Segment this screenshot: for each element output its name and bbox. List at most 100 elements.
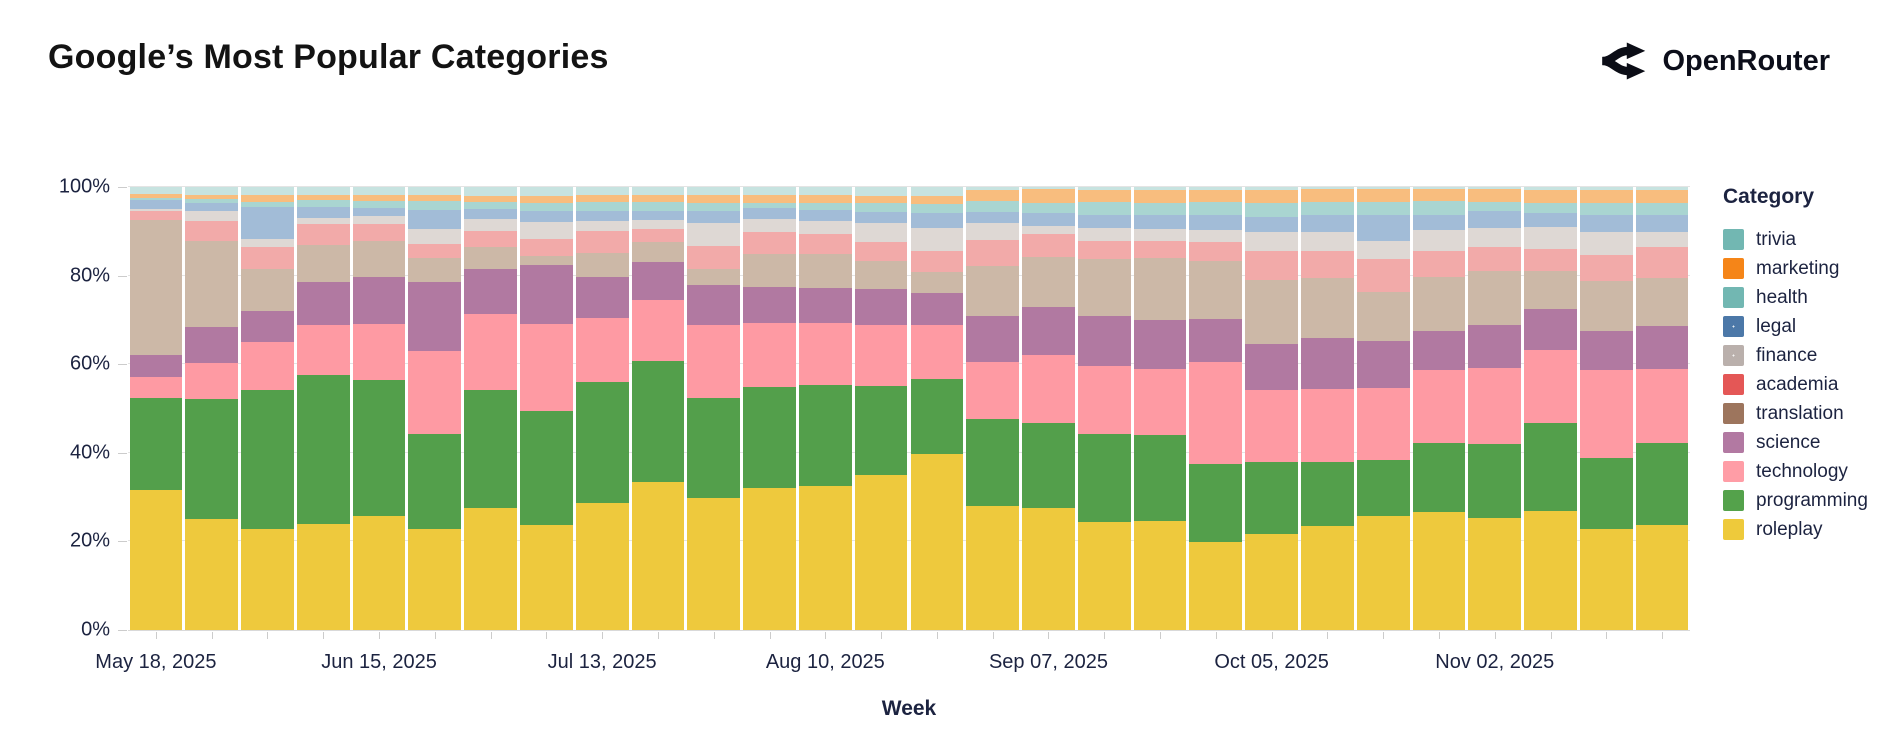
segment-academia[interactable]	[408, 243, 462, 258]
bar-week-oct-12-2025[interactable]	[1301, 187, 1354, 630]
segment-health[interactable]	[1077, 202, 1131, 215]
segment-legal[interactable]	[464, 208, 517, 219]
segment-finance[interactable]	[1189, 230, 1243, 243]
segment-programming[interactable]	[1133, 434, 1187, 521]
segment-roleplay[interactable]	[1189, 541, 1243, 630]
segment-trivia[interactable]	[296, 187, 350, 195]
segment-marketing[interactable]	[1245, 190, 1298, 204]
segment-science[interactable]	[687, 285, 741, 325]
segment-technology[interactable]	[464, 314, 517, 390]
segment-roleplay[interactable]	[743, 487, 796, 630]
segment-translation[interactable]	[1635, 277, 1689, 326]
segment-health[interactable]	[241, 201, 294, 207]
segment-trivia[interactable]	[520, 187, 573, 196]
segment-legal[interactable]	[631, 210, 685, 221]
segment-marketing[interactable]	[129, 193, 183, 199]
segment-health[interactable]	[352, 200, 406, 209]
segment-academia[interactable]	[1245, 251, 1298, 281]
segment-translation[interactable]	[966, 265, 1020, 317]
segment-finance[interactable]	[1524, 227, 1577, 250]
segment-technology[interactable]	[520, 323, 573, 411]
segment-finance[interactable]	[854, 223, 908, 242]
segment-science[interactable]	[1133, 320, 1187, 369]
segment-science[interactable]	[520, 264, 573, 324]
segment-academia[interactable]	[464, 230, 517, 248]
segment-translation[interactable]	[1524, 270, 1577, 309]
segment-marketing[interactable]	[185, 194, 239, 200]
segment-roleplay[interactable]	[798, 486, 852, 630]
segment-health[interactable]	[575, 201, 629, 211]
segment-academia[interactable]	[966, 239, 1020, 266]
segment-finance[interactable]	[352, 216, 406, 225]
segment-roleplay[interactable]	[520, 525, 573, 630]
segment-academia[interactable]	[743, 232, 796, 255]
bar-week-sep-07-2025[interactable]	[1022, 187, 1075, 630]
segment-finance[interactable]	[966, 223, 1020, 240]
segment-finance[interactable]	[1412, 230, 1466, 252]
segment-health[interactable]	[1524, 202, 1577, 214]
segment-health[interactable]	[408, 200, 462, 210]
segment-science[interactable]	[296, 282, 350, 325]
segment-health[interactable]	[464, 201, 517, 209]
segment-marketing[interactable]	[408, 195, 462, 201]
segment-technology[interactable]	[798, 323, 852, 386]
segment-legal[interactable]	[798, 210, 852, 221]
segment-technology[interactable]	[575, 317, 629, 382]
segment-trivia[interactable]	[1133, 187, 1187, 191]
segment-academia[interactable]	[798, 233, 852, 255]
segment-marketing[interactable]	[1524, 189, 1577, 203]
segment-finance[interactable]	[520, 221, 573, 240]
segment-academia[interactable]	[1301, 251, 1354, 279]
segment-marketing[interactable]	[743, 195, 796, 203]
segment-academia[interactable]	[1356, 258, 1410, 293]
segment-legal[interactable]	[296, 207, 350, 218]
bar-week-may-18-2025[interactable]	[129, 187, 183, 630]
segment-academia[interactable]	[1579, 254, 1633, 281]
segment-finance[interactable]	[1579, 231, 1633, 255]
segment-science[interactable]	[854, 289, 908, 325]
segment-programming[interactable]	[687, 398, 741, 498]
segment-marketing[interactable]	[910, 195, 964, 205]
segment-technology[interactable]	[241, 342, 294, 390]
segment-science[interactable]	[631, 261, 685, 301]
segment-finance[interactable]	[1356, 240, 1410, 259]
bar-week-oct-05-2025[interactable]	[1245, 187, 1298, 630]
segment-health[interactable]	[631, 202, 685, 211]
segment-trivia[interactable]	[1412, 187, 1466, 190]
segment-roleplay[interactable]	[854, 475, 908, 630]
segment-trivia[interactable]	[352, 187, 406, 196]
segment-legal[interactable]	[1245, 216, 1298, 233]
segment-academia[interactable]	[631, 229, 685, 243]
segment-finance[interactable]	[1301, 231, 1354, 252]
segment-academia[interactable]	[1189, 242, 1243, 262]
segment-technology[interactable]	[1356, 388, 1410, 460]
segment-roleplay[interactable]	[408, 529, 462, 630]
segment-roleplay[interactable]	[1301, 526, 1354, 630]
segment-trivia[interactable]	[408, 187, 462, 196]
segment-translation[interactable]	[1022, 257, 1075, 307]
segment-academia[interactable]	[296, 223, 350, 245]
segment-trivia[interactable]	[1635, 187, 1689, 190]
segment-health[interactable]	[1635, 202, 1689, 215]
bar-week-nov-02-2025[interactable]	[1468, 187, 1522, 630]
bar-week-jun-01-2025[interactable]	[241, 187, 294, 630]
segment-legal[interactable]	[687, 210, 741, 223]
bar-week-nov-16-2025[interactable]	[1579, 187, 1633, 630]
segment-academia[interactable]	[1022, 234, 1075, 258]
segment-marketing[interactable]	[1356, 189, 1410, 203]
segment-legal[interactable]	[1579, 215, 1633, 232]
segment-trivia[interactable]	[241, 187, 294, 196]
segment-trivia[interactable]	[1077, 187, 1131, 191]
segment-trivia[interactable]	[743, 187, 796, 196]
segment-technology[interactable]	[185, 363, 239, 400]
segment-health[interactable]	[1301, 201, 1354, 216]
segment-marketing[interactable]	[575, 195, 629, 202]
segment-roleplay[interactable]	[241, 528, 294, 630]
segment-health[interactable]	[1579, 203, 1633, 216]
segment-technology[interactable]	[631, 300, 685, 361]
segment-programming[interactable]	[1356, 459, 1410, 516]
segment-academia[interactable]	[854, 241, 908, 262]
segment-technology[interactable]	[1189, 362, 1243, 464]
segment-legal[interactable]	[241, 206, 294, 240]
segment-trivia[interactable]	[910, 187, 964, 196]
